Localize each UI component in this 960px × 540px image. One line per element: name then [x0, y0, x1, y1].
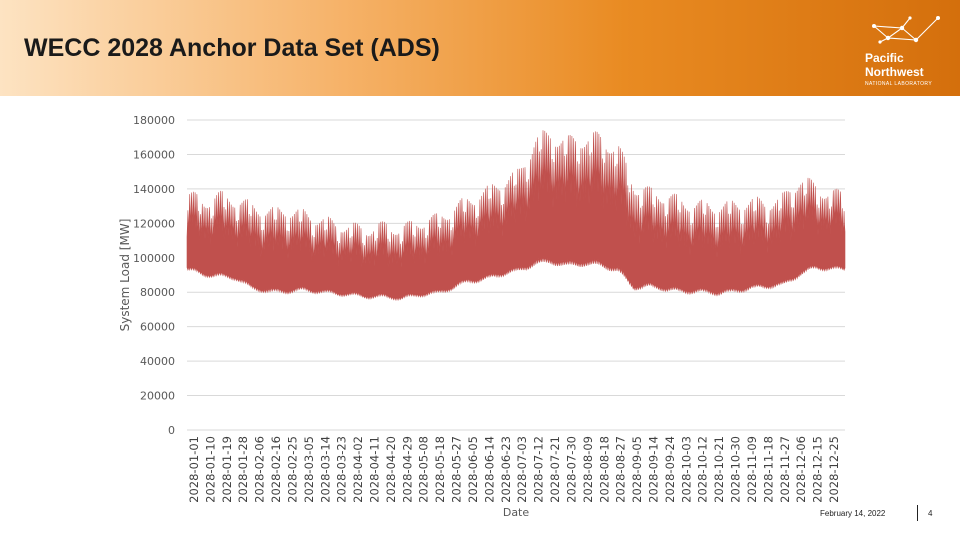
y-tick-label: 20000 — [140, 390, 175, 403]
footer-divider — [917, 505, 918, 521]
x-tick-label: 2028-04-29 — [400, 436, 414, 503]
y-tick-label: 120000 — [133, 217, 175, 230]
x-tick-label: 2028-09-05 — [630, 436, 644, 503]
load-series-area — [186, 130, 846, 302]
y-tick-label: 60000 — [140, 321, 175, 334]
x-tick-label: 2028-04-11 — [368, 436, 382, 503]
y-tick-label: 0 — [168, 424, 175, 437]
x-tick-label: 2028-07-03 — [515, 436, 529, 503]
y-tick-label: 40000 — [140, 355, 175, 368]
x-tick-labels: 2028-01-01 2028-01-10 2028-01-19 2028-01-28… — [187, 436, 841, 503]
x-tick-label: 2028-10-03 — [679, 436, 693, 503]
x-tick-label: 2028-03-23 — [335, 436, 349, 503]
x-tick-label: 2028-12-25 — [827, 436, 841, 503]
x-tick-label: 2028-05-18 — [433, 436, 447, 503]
x-tick-label: 2028-08-09 — [581, 436, 595, 503]
pnnl-network-mark-icon — [872, 16, 940, 44]
y-tick-label: 160000 — [133, 148, 175, 161]
page-number: 4 — [928, 509, 933, 518]
x-tick-label: 2028-06-23 — [499, 436, 513, 503]
x-tick-label: 2028-02-25 — [286, 436, 300, 503]
logo-text-pacific: Pacific — [865, 51, 904, 65]
footer-date: February 14, 2022 — [820, 509, 886, 518]
x-tick-label: 2028-09-24 — [663, 436, 677, 503]
x-tick-label: 2028-01-28 — [236, 436, 250, 503]
logo-text-northwest: Northwest — [865, 65, 924, 79]
x-tick-label: 2028-02-06 — [253, 436, 267, 503]
x-tick-label: 2028-02-16 — [269, 436, 283, 503]
y-tick-label: 100000 — [133, 252, 175, 265]
x-tick-label: 2028-10-30 — [729, 436, 743, 503]
y-tick-label: 180000 — [133, 114, 175, 127]
x-tick-label: 2028-04-02 — [351, 436, 365, 503]
title-banner — [0, 0, 960, 96]
x-tick-label: 2028-06-14 — [482, 436, 496, 503]
x-tick-label: 2028-10-12 — [696, 436, 710, 503]
x-tick-label: 2028-01-19 — [220, 436, 234, 503]
x-tick-label: 2028-05-27 — [450, 436, 464, 503]
x-tick-label: 2028-01-10 — [203, 436, 217, 503]
y-tick-label: 80000 — [140, 286, 175, 299]
x-tick-label: 2028-01-01 — [187, 436, 201, 503]
pnnl-logo: Pacific Northwest NATIONAL LABORATORY — [862, 12, 946, 92]
x-axis-label: Date — [503, 506, 530, 519]
y-tick-labels: 0 20000 40000 60000 80000 100000 120000 140000 1… — [133, 114, 175, 437]
logo-text-lab: NATIONAL LABORATORY — [865, 81, 933, 87]
x-tick-label: 2028-09-14 — [647, 436, 661, 503]
x-tick-label: 2028-11-18 — [761, 436, 775, 503]
x-tick-label: 2028-04-20 — [384, 436, 398, 503]
x-tick-label: 2028-05-08 — [417, 436, 431, 503]
x-tick-label: 2028-08-27 — [614, 436, 628, 503]
x-tick-label: 2028-11-09 — [745, 436, 759, 503]
x-tick-label: 2028-06-05 — [466, 436, 480, 503]
x-tick-label: 2028-08-18 — [597, 436, 611, 503]
y-tick-label: 140000 — [133, 183, 175, 196]
gridlines — [187, 119, 845, 431]
x-tick-label: 2028-07-30 — [564, 436, 578, 503]
x-tick-label: 2028-07-21 — [548, 436, 562, 503]
load-area-series — [186, 130, 846, 302]
x-tick-label: 2028-11-27 — [778, 436, 792, 503]
x-tick-label: 2028-10-21 — [712, 436, 726, 503]
x-tick-label: 2028-03-05 — [302, 436, 316, 503]
slide-title: WECC 2028 Anchor Data Set (ADS) — [24, 34, 440, 62]
x-tick-label: 2028-07-12 — [532, 436, 546, 503]
x-tick-label: 2028-12-15 — [811, 436, 825, 503]
x-tick-label: 2028-12-06 — [794, 436, 808, 503]
x-tick-label: 2028-03-14 — [318, 436, 332, 503]
y-axis-label: System Load [MW] — [118, 219, 132, 332]
